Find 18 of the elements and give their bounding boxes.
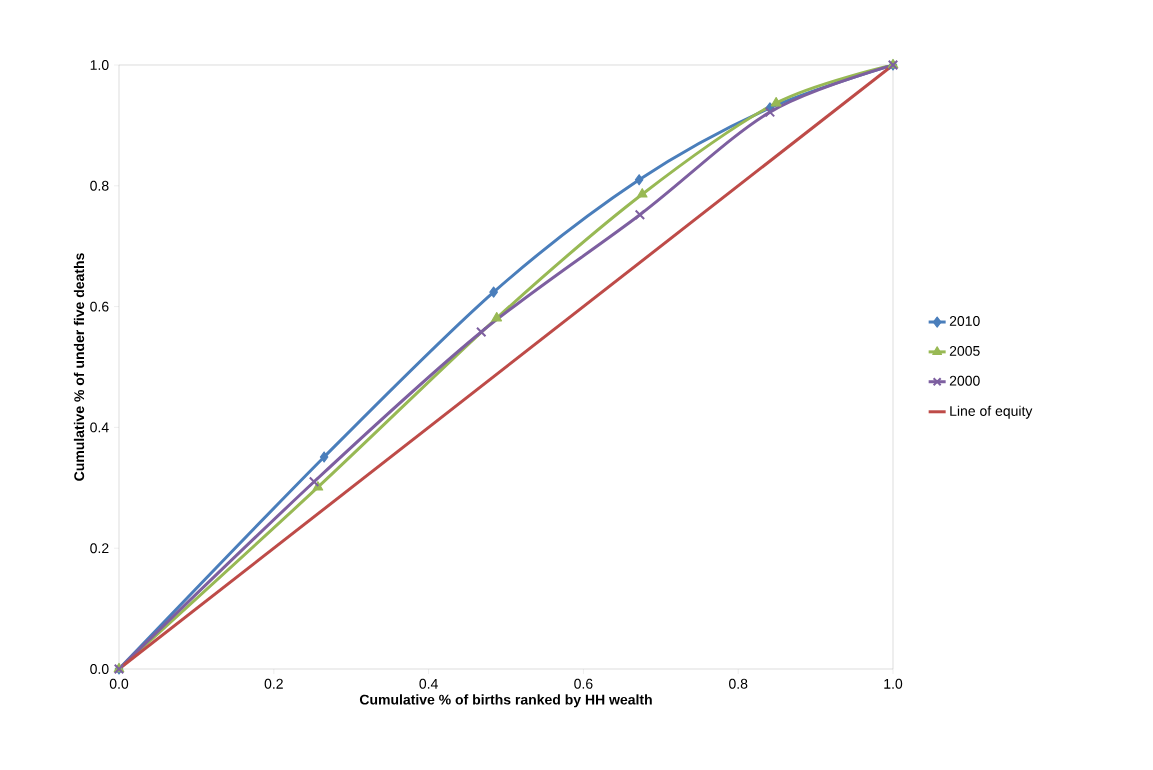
y-tick-label: 0.4 — [90, 422, 109, 433]
x-tick-label: 1.0 — [884, 678, 903, 689]
y-tick-label: 0.2 — [90, 543, 109, 554]
x-tick-label: 0.0 — [109, 678, 129, 689]
y-tick-label: 0.6 — [90, 301, 109, 312]
x-tick-label: 0.8 — [729, 678, 748, 689]
x-axis-title: Cumulative % of births ranked by HH wealth — [359, 694, 652, 708]
legend-label: 2005 — [949, 345, 980, 356]
x-tick-label: 0.6 — [574, 678, 593, 689]
y-tick-label: 0.0 — [90, 664, 109, 674]
legend-label: 2010 — [949, 316, 980, 326]
y-tick-label: 1.0 — [90, 60, 109, 70]
y-tick-label: 0.8 — [90, 180, 109, 191]
x-tick-label: 0.4 — [419, 678, 438, 689]
x-tick-label: 0.2 — [264, 678, 283, 689]
legend-label: Line of equity — [950, 405, 1033, 419]
legend-label: 2000 — [949, 375, 980, 386]
y-axis-title: Cumulative % of under five deaths — [73, 253, 85, 481]
